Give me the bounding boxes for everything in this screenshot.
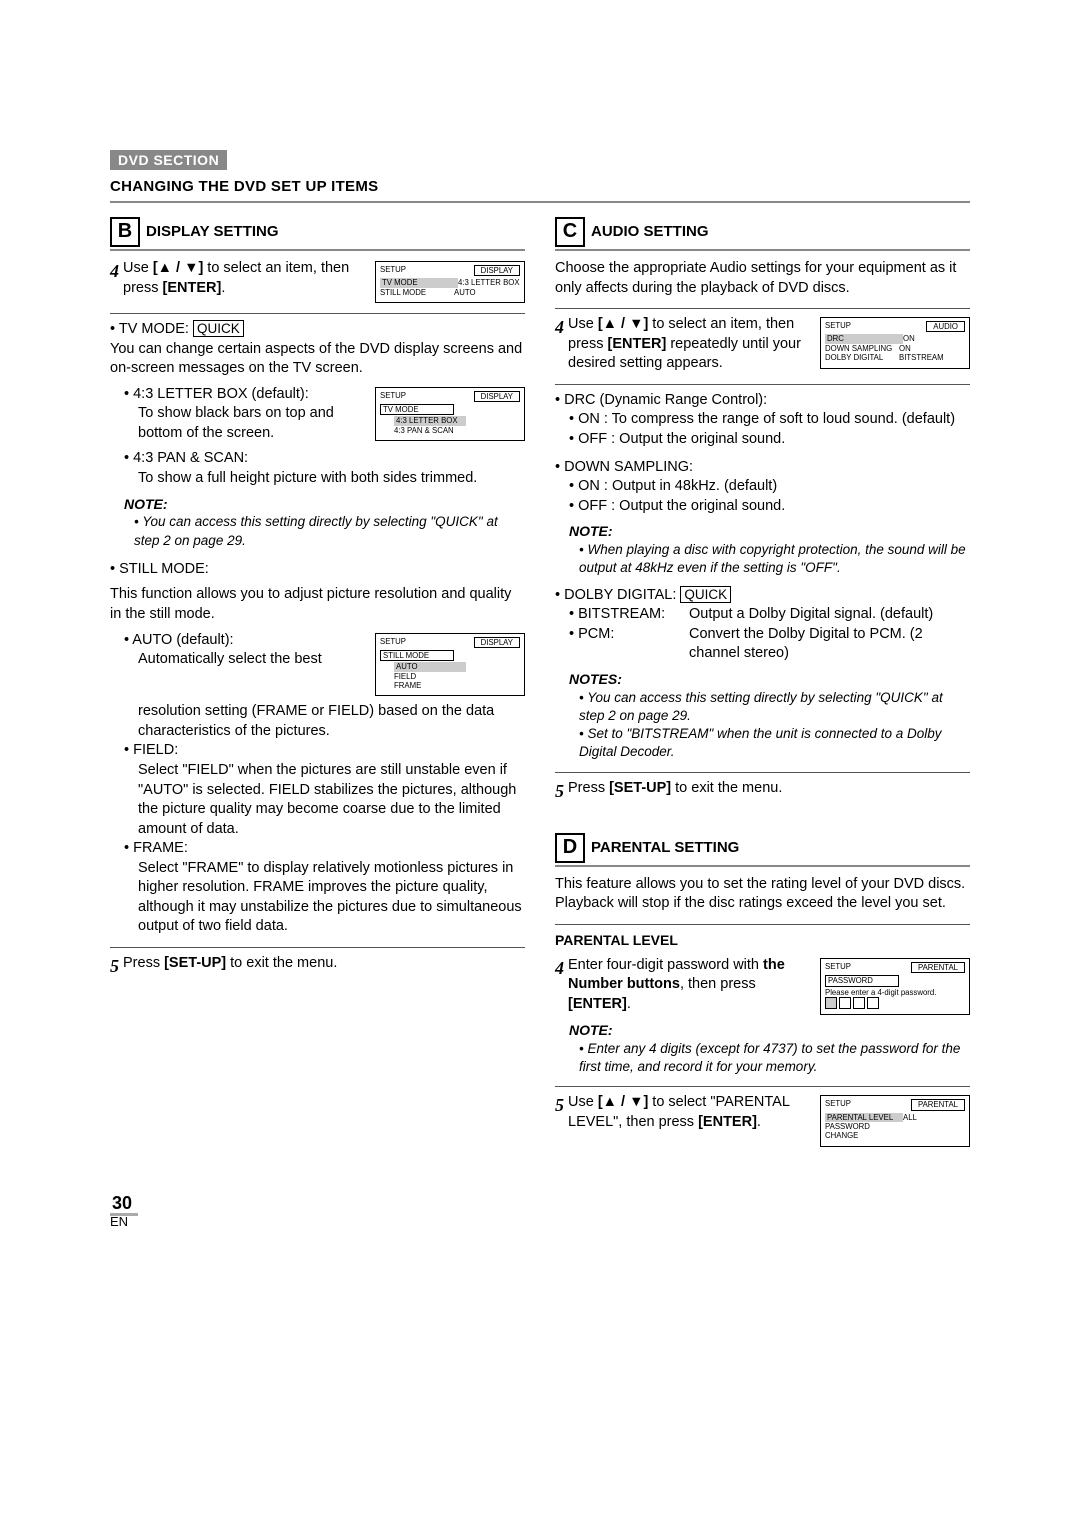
- section-b-title: DISPLAY SETTING: [146, 222, 279, 242]
- still-head: • STILL MODE:: [110, 560, 525, 580]
- osd-parental-2: SETUPPARENTAL PARENTAL LEVELALL PASSWORD…: [820, 1095, 970, 1146]
- d-step4-text: Enter four-digit password with the Numbe…: [568, 956, 812, 1015]
- page-number: 30 EN: [110, 1193, 970, 1229]
- osd-display-2: SETUPDISPLAY TV MODE 4:3 LETTER BOX 4:3 …: [375, 387, 525, 441]
- c-note-head: NOTE:: [569, 522, 970, 541]
- ds-on: • ON : Output in 48kHz. (default): [569, 477, 970, 497]
- ds-head: • DOWN SAMPLING:: [555, 458, 970, 478]
- lb-head: • 4:3 LETTER BOX (default):: [124, 385, 367, 405]
- b-note-head: NOTE:: [124, 495, 525, 514]
- section-d-head: D PARENTAL SETTING: [555, 833, 970, 867]
- dd-head-line: • DOLBY DIGITAL: QUICK: [555, 586, 970, 606]
- c-step5-num: 5: [555, 779, 564, 803]
- auto-text: resolution setting (FRAME or FIELD) base…: [138, 702, 525, 741]
- field-text: Select "FIELD" when the pictures are sti…: [138, 761, 525, 839]
- frame-head: • FRAME:: [124, 839, 525, 859]
- b-step4-text: Use [▲ / ▼] to select an item, then pres…: [123, 259, 367, 298]
- section-c-head: C AUDIO SETTING: [555, 217, 970, 251]
- topic-title: CHANGING THE DVD SET UP ITEMS: [110, 178, 970, 195]
- lb-text: To show black bars on top and bottom of …: [138, 404, 367, 443]
- c-notes-1: • You can access this setting directly b…: [579, 689, 970, 725]
- left-column: B DISPLAY SETTING 4 Use [▲ / ▼] to selec…: [110, 217, 525, 1153]
- osd-display-1: SETUPDISPLAY TV MODE4:3 LETTER BOX STILL…: [375, 261, 525, 303]
- drc-on: • ON : To compress the range of soft to …: [569, 410, 970, 430]
- dd-bit-v: Output a Dolby Digital signal. (default): [689, 605, 970, 625]
- d-note-head: NOTE:: [569, 1021, 970, 1040]
- c-step5-text: Press [SET-UP] to exit the menu.: [568, 779, 970, 799]
- osd-parental-1: SETUPPARENTAL PASSWORD Please enter a 4-…: [820, 958, 970, 1015]
- d-step5-text: Use [▲ / ▼] to select "PARENTAL LEVEL", …: [568, 1093, 812, 1132]
- section-d-title: PARENTAL SETTING: [591, 838, 739, 858]
- c-notes-head: NOTES:: [569, 670, 970, 689]
- d-intro: This feature allows you to set the ratin…: [555, 875, 970, 914]
- tvmode-line: • TV MODE: QUICK: [110, 320, 525, 340]
- osd-audio-1: SETUPAUDIO DRCON DOWN SAMPLINGON DOLBY D…: [820, 317, 970, 368]
- field-head: • FIELD:: [124, 741, 525, 761]
- b-note-text: • You can access this setting directly b…: [134, 513, 525, 549]
- b-step5-num: 5: [110, 954, 119, 978]
- d-step5-num: 5: [555, 1093, 564, 1117]
- dd-pcm-v: Convert the Dolby Digital to PCM. (2 cha…: [689, 625, 970, 664]
- section-c-title: AUDIO SETTING: [591, 222, 709, 242]
- right-column: C AUDIO SETTING Choose the appropriate A…: [555, 217, 970, 1153]
- c-step4-num: 4: [555, 315, 564, 339]
- drc-head: • DRC (Dynamic Range Control):: [555, 391, 970, 411]
- ps-head: • 4:3 PAN & SCAN:: [124, 449, 525, 469]
- auto-head: • AUTO (default):: [124, 631, 367, 651]
- tvmode-desc: You can change certain aspects of the DV…: [110, 340, 525, 379]
- d-note-text: • Enter any 4 digits (except for 4737) t…: [579, 1040, 970, 1076]
- d-step4-num: 4: [555, 956, 564, 980]
- section-b-head: B DISPLAY SETTING: [110, 217, 525, 251]
- d-subhead: PARENTAL LEVEL: [555, 924, 970, 950]
- section-d-letter: D: [555, 833, 585, 863]
- b-step4-num: 4: [110, 259, 119, 283]
- section-c-letter: C: [555, 217, 585, 247]
- dd-bit-k: • BITSTREAM:: [569, 605, 689, 625]
- dvd-section-tag: DVD SECTION: [110, 150, 227, 170]
- osd-display-3: SETUPDISPLAY STILL MODE AUTO FIELD FRAME: [375, 633, 525, 697]
- still-desc: This function allows you to adjust pictu…: [110, 585, 525, 624]
- ps-text: To show a full height picture with both …: [138, 469, 525, 489]
- section-b-letter: B: [110, 217, 140, 247]
- c-note-text: • When playing a disc with copyright pro…: [579, 541, 970, 577]
- c-notes-2: • Set to "BITSTREAM" when the unit is co…: [579, 725, 970, 761]
- b-step5-text: Press [SET-UP] to exit the menu.: [123, 954, 525, 974]
- c-step4-text: Use [▲ / ▼] to select an item, then pres…: [568, 315, 812, 374]
- title-divider: [110, 201, 970, 203]
- c-intro: Choose the appropriate Audio settings fo…: [555, 259, 970, 298]
- drc-off: • OFF : Output the original sound.: [569, 430, 970, 450]
- dd-pcm-k: • PCM:: [569, 625, 689, 664]
- ds-off: • OFF : Output the original sound.: [569, 497, 970, 517]
- frame-text: Select "FRAME" to display relatively mot…: [138, 859, 525, 937]
